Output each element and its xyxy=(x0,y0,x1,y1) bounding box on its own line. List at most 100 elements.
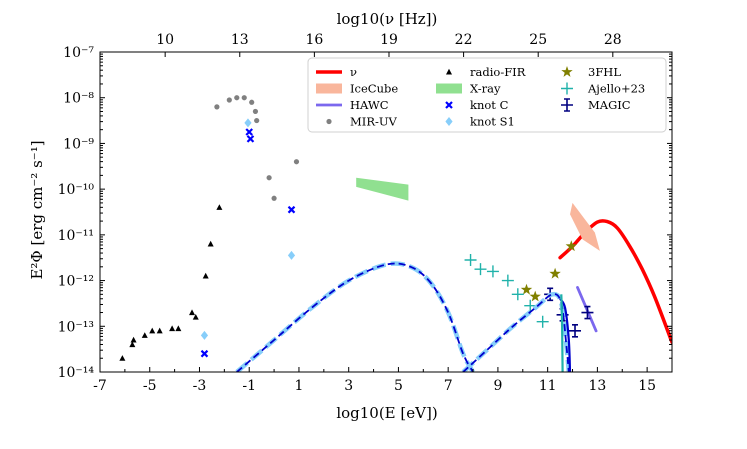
series-mir-uv-point-9 xyxy=(293,159,300,165)
legend-label-radio-fir: radio-FIR xyxy=(470,65,526,79)
top-tick-label-5: 25 xyxy=(529,32,547,48)
series-ajello-23-point-0 xyxy=(464,254,477,266)
legend-label-ajello-23: Ajello+23 xyxy=(587,82,645,96)
series-magic-point-3 xyxy=(581,305,594,320)
series-ajello-23-point-2 xyxy=(486,265,499,278)
series-ajello-23-point-4 xyxy=(511,288,524,301)
series-radio-fir-point-5 xyxy=(156,327,163,334)
series-knot-c-point-1 xyxy=(245,128,253,136)
series-radio-fir-point-7 xyxy=(175,325,182,332)
series-radio-fir-point-9 xyxy=(192,313,199,320)
x-axis-label: log10(E [eV]) xyxy=(336,404,437,422)
series-mir-uv-point-0 xyxy=(214,104,220,110)
x-tick-label-6: 5 xyxy=(394,378,403,394)
series-knot-c-point-2 xyxy=(246,135,255,143)
series-magic-point-2 xyxy=(569,324,582,338)
plot-area xyxy=(119,95,672,372)
legend-box xyxy=(307,57,667,133)
legend-swatch-x-ray xyxy=(436,83,462,94)
series-ajello-23-point-6 xyxy=(536,315,549,328)
series-x-ray-band xyxy=(356,177,409,201)
y-tick-label-3: 10⁻¹¹ xyxy=(58,228,94,244)
x-tick-label-3: -1 xyxy=(242,378,256,394)
legend-swatch-ajello-23 xyxy=(561,82,573,95)
legend-label-knot-s1: knot S1 xyxy=(470,115,515,129)
x-tick-label-10: 13 xyxy=(588,378,606,394)
y-axis-label: E²Φ [erg cm⁻² s⁻¹] xyxy=(28,140,46,279)
series-icecube-band xyxy=(570,202,600,251)
series-model-sync-s1-curve xyxy=(235,261,475,372)
series-model-cut-s1-curve xyxy=(560,294,564,372)
legend-swatch-icecube xyxy=(316,83,342,94)
x-tick-label-11: 15 xyxy=(638,378,656,394)
top-tick-label-0: 10 xyxy=(156,32,174,48)
series-3fhl-point-0 xyxy=(520,283,533,295)
series-mir-uv-point-5 xyxy=(252,108,259,115)
legend-label-magic: MAGIC xyxy=(588,98,631,112)
series-radio-fir-point-4 xyxy=(149,327,156,334)
series-mir-uv-point-2 xyxy=(234,95,240,101)
x-tick-label-4: 1 xyxy=(294,378,303,394)
legend-label-3fhl: 3FHL xyxy=(588,65,621,79)
series-3fhl-point-3 xyxy=(565,240,577,252)
series-radio-fir-point-2 xyxy=(130,336,137,343)
series-mir-uv-point-8 xyxy=(271,195,277,201)
legend-label--: ν xyxy=(350,65,357,79)
series-mir-uv-point-3 xyxy=(241,95,247,101)
top-tick-label-2: 16 xyxy=(305,32,323,48)
top-tick-label-3: 19 xyxy=(380,32,398,48)
series-mir-uv-point-1 xyxy=(226,97,232,103)
legend-label-mir-uv: MIR-UV xyxy=(350,115,398,129)
series-knot-s1-point-2 xyxy=(287,250,296,260)
series-model-ic-s1-curve xyxy=(461,291,572,372)
x-tick-label-7: 7 xyxy=(444,378,453,394)
legend-swatch-knot-s1 xyxy=(445,117,453,126)
legend-label-icecube: IceCube xyxy=(350,82,398,96)
series-ajello-23-point-3 xyxy=(501,274,514,287)
series-radio-fir-point-8 xyxy=(189,309,196,316)
series-model-sync-c-curve xyxy=(236,262,474,372)
y-tick-label-1: 10⁻¹³ xyxy=(58,319,94,335)
series-radio-fir-point-6 xyxy=(169,325,176,332)
legend-swatch-mir-uv xyxy=(326,118,332,125)
series-knot-s1-point-1 xyxy=(244,118,252,128)
legend-label-knot-c: knot C xyxy=(470,98,509,112)
series---line xyxy=(558,219,672,345)
x-tick-label-8: 9 xyxy=(493,378,502,394)
series-3fhl-point-1 xyxy=(529,290,541,302)
top-axis-label: log10(ν [Hz]) xyxy=(337,10,438,28)
y-tick-label-4: 10⁻¹⁰ xyxy=(58,182,95,198)
legend-label-x-ray: X-ray xyxy=(470,82,501,96)
x-tick-label-0: -7 xyxy=(93,378,107,394)
series-model-ic-c-curve xyxy=(462,293,570,372)
series-3fhl-point-2 xyxy=(549,267,561,279)
series-ajello-23-point-1 xyxy=(474,263,487,276)
plot-frame xyxy=(99,51,673,373)
legend-swatch-knot-c xyxy=(445,101,453,109)
series-knot-c-point-0 xyxy=(200,349,209,358)
series-mir-uv-point-6 xyxy=(254,117,260,124)
series-knot-c-point-3 xyxy=(287,205,296,214)
top-tick-label-4: 22 xyxy=(455,32,473,48)
x-tick-label-9: 11 xyxy=(539,378,557,394)
legend-swatch-radio-fir xyxy=(446,68,452,75)
series-radio-fir-point-12 xyxy=(216,204,223,210)
x-tick-label-1: -5 xyxy=(143,378,157,394)
series-radio-fir-point-3 xyxy=(141,332,148,338)
y-tick-label-5: 10⁻⁹ xyxy=(63,136,94,152)
y-tick-label-7: 10⁻⁷ xyxy=(63,45,94,61)
x-tick-label-2: -3 xyxy=(193,378,207,394)
series-mir-uv-point-7 xyxy=(266,175,272,181)
legend-swatch-3fhl xyxy=(561,66,573,77)
series-mir-uv-point-4 xyxy=(249,99,255,105)
series-radio-fir-point-1 xyxy=(129,341,136,348)
series-radio-fir-point-11 xyxy=(207,240,214,247)
x-tick-label-5: 3 xyxy=(344,378,353,394)
series-radio-fir-point-0 xyxy=(119,355,126,361)
y-tick-label-0: 10⁻¹⁴ xyxy=(58,365,95,381)
series-radio-fir-point-10 xyxy=(202,272,209,279)
series-ajello-23-point-5 xyxy=(524,299,537,312)
top-tick-label-1: 13 xyxy=(231,32,249,48)
series-knot-s1-point-0 xyxy=(200,330,209,340)
